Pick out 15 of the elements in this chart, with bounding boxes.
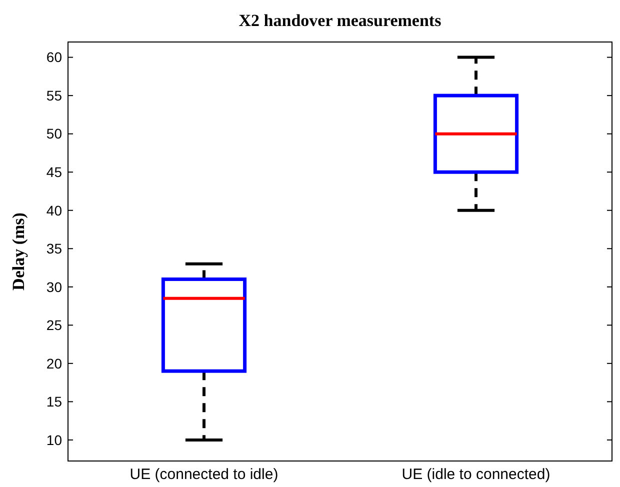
y-tick-label: 35 bbox=[46, 240, 62, 257]
y-tick-label: 10 bbox=[46, 432, 62, 448]
chart-title: X2 handover measurements bbox=[238, 11, 442, 30]
y-tick-label: 15 bbox=[46, 394, 62, 410]
y-axis-title: Delay (ms) bbox=[9, 212, 28, 290]
y-tick-label: 60 bbox=[46, 49, 62, 66]
x-tick-label: UE (connected to idle) bbox=[130, 466, 278, 483]
y-tick-label: 30 bbox=[46, 278, 62, 295]
y-tick-label: 45 bbox=[46, 164, 62, 180]
x-tick-label: UE (idle to connected) bbox=[402, 466, 550, 483]
y-tick-label: 25 bbox=[46, 317, 62, 334]
y-tick-label: 40 bbox=[46, 202, 62, 218]
y-tick-label: 50 bbox=[46, 126, 62, 142]
y-tick-label: 55 bbox=[46, 87, 62, 104]
y-tick-label: 20 bbox=[46, 355, 62, 372]
